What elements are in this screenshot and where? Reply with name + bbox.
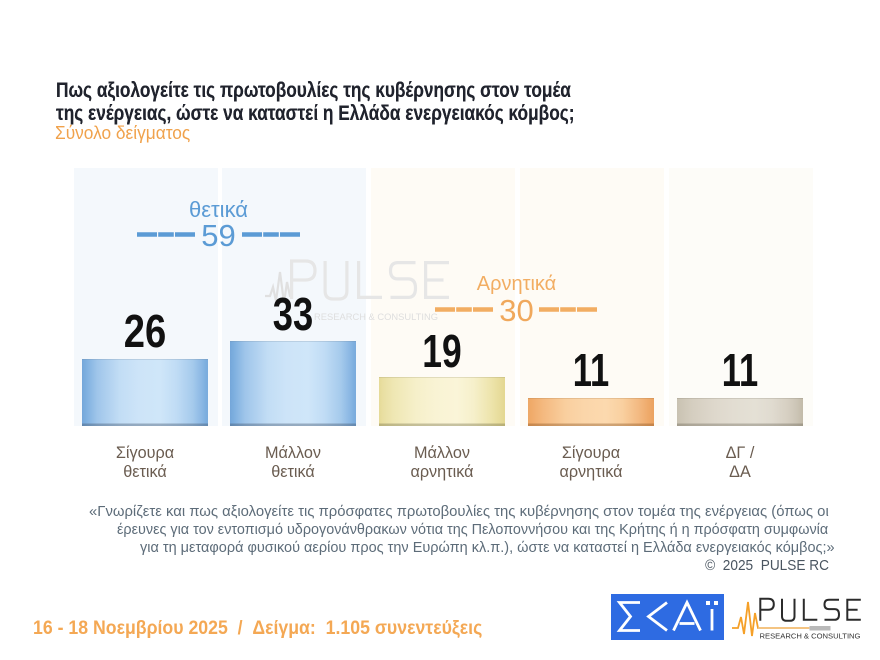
svg-text:RESEARCH & CONSULTING: RESEARCH & CONSULTING [314, 312, 438, 322]
svg-text:RESEARCH & CONSULTING: RESEARCH & CONSULTING [760, 632, 861, 641]
